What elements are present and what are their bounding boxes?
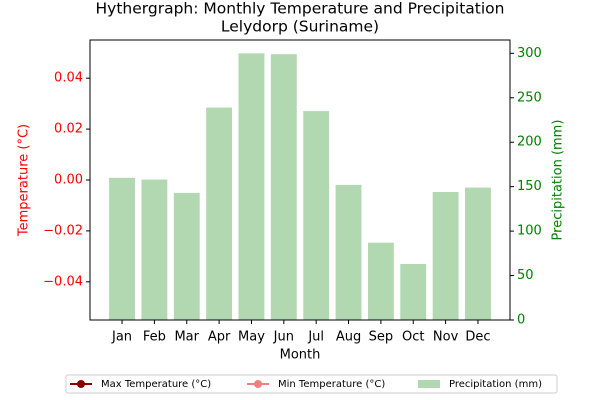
bar <box>432 192 459 320</box>
chart-subtitle: Lelydorp (Suriname) <box>221 18 379 36</box>
x-tick-label: Jan <box>111 330 132 345</box>
x-tick-label: Oct <box>402 330 424 345</box>
y2-tick-label: 250 <box>517 90 542 105</box>
legend-marker <box>77 380 85 388</box>
x-tick-label: Mar <box>174 330 199 345</box>
x-tick-label: Jul <box>307 330 324 345</box>
bar <box>109 177 135 320</box>
y2-axis-label: Precipitation (mm) <box>551 120 566 241</box>
plot-frame <box>89 39 511 321</box>
y-tick-label: −0.02 <box>43 223 83 238</box>
x-tick-label: Nov <box>433 330 459 345</box>
bar <box>303 111 330 320</box>
y-axis-label: Temperature (°C) <box>17 124 32 237</box>
x-tick-label: Sep <box>369 330 394 345</box>
x-axis-label: Month <box>280 348 321 363</box>
x-tick-label: Aug <box>336 330 361 345</box>
bar <box>173 192 200 320</box>
x-tick-label: May <box>238 330 265 345</box>
chart-title: Hythergraph: Monthly Temperature and Pre… <box>96 0 505 18</box>
bar <box>141 179 168 320</box>
x-tick-label: Jun <box>273 330 294 345</box>
legend-label: Precipitation (mm) <box>449 379 542 390</box>
y-tick-label: 0.00 <box>54 173 83 188</box>
legend-swatch <box>418 380 440 388</box>
y2-tick-label: 200 <box>517 135 542 150</box>
bar <box>238 53 265 320</box>
y-tick-label: 0.04 <box>54 71 83 86</box>
bar <box>465 187 491 320</box>
y2-tick-label: 50 <box>517 268 534 283</box>
y2-tick-label: 150 <box>517 179 542 194</box>
x-tick-label: Apr <box>208 330 231 345</box>
bar <box>367 242 394 320</box>
legend-label: Max Temperature (°C) <box>101 379 211 390</box>
y2-tick-label: 100 <box>517 224 542 239</box>
bar <box>206 107 233 320</box>
x-tick-label: Feb <box>143 330 166 345</box>
legend-marker <box>254 380 262 388</box>
y2-tick-label: 0 <box>517 313 525 328</box>
y2-tick-label: 300 <box>517 46 542 61</box>
y-tick-label: −0.04 <box>43 274 83 289</box>
legend-box <box>65 374 558 394</box>
bar <box>335 184 362 320</box>
y-tick-label: 0.02 <box>54 122 83 137</box>
legend-label: Min Temperature (°C) <box>278 379 385 390</box>
bar <box>270 54 297 320</box>
x-tick-label: Dec <box>465 330 490 345</box>
bar <box>400 264 427 320</box>
